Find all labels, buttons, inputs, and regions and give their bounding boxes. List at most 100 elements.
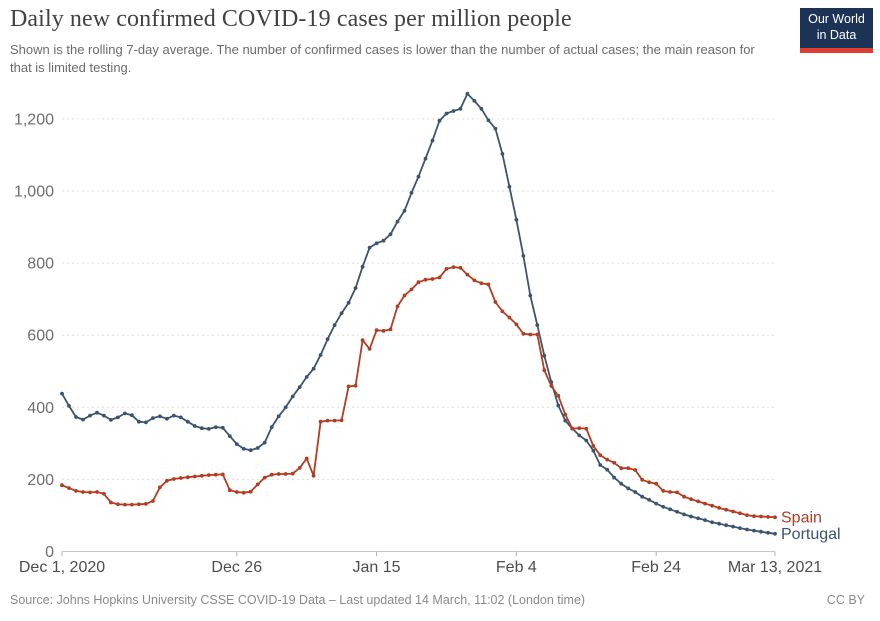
series-point-portugal-44[interactable] (367, 245, 372, 250)
series-point-portugal-78[interactable] (605, 467, 610, 472)
series-point-portugal-59[interactable] (472, 99, 477, 103)
series-point-spain-82[interactable] (633, 468, 638, 472)
series-point-spain-47[interactable] (388, 327, 393, 332)
series-point-portugal-46[interactable] (381, 238, 386, 243)
series-point-spain-63[interactable] (500, 309, 505, 314)
series-point-spain-99[interactable] (752, 514, 756, 519)
series-point-portugal-55[interactable] (444, 111, 449, 116)
series-point-portugal-36[interactable] (311, 366, 316, 371)
series-point-spain-7[interactable] (109, 500, 113, 505)
series-point-spain-42[interactable] (353, 383, 358, 388)
series-point-spain-3[interactable] (81, 490, 85, 494)
series-point-portugal-65[interactable] (514, 217, 519, 222)
series-point-portugal-18[interactable] (185, 419, 190, 424)
series-point-spain-35[interactable] (304, 456, 309, 461)
series-point-spain-31[interactable] (276, 472, 281, 476)
series-point-portugal-0[interactable] (60, 391, 64, 396)
license-cc-by[interactable]: CC BY (826, 593, 865, 607)
series-point-spain-88[interactable] (675, 490, 679, 495)
series-point-portugal-99[interactable] (752, 528, 756, 533)
series-point-portugal-68[interactable] (535, 323, 540, 327)
series-point-spain-74[interactable] (577, 426, 582, 431)
series-point-spain-25[interactable] (234, 490, 239, 494)
series-point-portugal-4[interactable] (88, 413, 92, 418)
series-point-spain-102[interactable] (773, 515, 777, 520)
series-point-portugal-90[interactable] (689, 514, 693, 519)
series-point-portugal-16[interactable] (171, 413, 176, 418)
series-point-portugal-76[interactable] (591, 448, 596, 453)
series-point-portugal-35[interactable] (304, 375, 309, 379)
series-point-spain-49[interactable] (402, 293, 407, 298)
series-point-spain-68[interactable] (535, 332, 540, 337)
series-point-spain-92[interactable] (703, 501, 707, 506)
series-point-portugal-75[interactable] (584, 438, 589, 443)
series-point-spain-30[interactable] (269, 472, 274, 477)
series-point-portugal-96[interactable] (731, 524, 735, 529)
series-point-spain-96[interactable] (731, 509, 735, 514)
series-end-label-spain[interactable]: Spain (781, 509, 822, 526)
series-point-portugal-61[interactable] (486, 118, 491, 123)
series-point-portugal-22[interactable] (213, 425, 218, 429)
series-point-portugal-27[interactable] (248, 448, 253, 453)
series-point-spain-80[interactable] (619, 466, 624, 471)
series-point-portugal-53[interactable] (430, 138, 435, 143)
series-point-portugal-13[interactable] (151, 416, 155, 420)
series-line-portugal[interactable] (61, 92, 776, 535)
series-point-portugal-82[interactable] (633, 490, 638, 494)
series-point-portugal-48[interactable] (395, 219, 400, 224)
series-point-spain-75[interactable] (584, 426, 589, 431)
series-point-portugal-3[interactable] (81, 417, 85, 422)
series-point-portugal-15[interactable] (165, 416, 169, 421)
series-point-portugal-97[interactable] (738, 526, 742, 530)
series-point-portugal-89[interactable] (682, 512, 686, 517)
series-point-portugal-9[interactable] (123, 411, 127, 416)
series-point-portugal-20[interactable] (199, 426, 204, 431)
series-point-portugal-80[interactable] (619, 481, 624, 486)
series-point-spain-33[interactable] (290, 471, 295, 476)
series-point-portugal-42[interactable] (353, 286, 358, 290)
series-point-portugal-63[interactable] (500, 152, 505, 156)
series-point-portugal-66[interactable] (521, 254, 526, 258)
series-point-portugal-58[interactable] (465, 91, 470, 96)
series-point-portugal-84[interactable] (647, 498, 652, 502)
series-point-spain-18[interactable] (185, 475, 190, 480)
series-point-spain-97[interactable] (738, 511, 742, 516)
series-point-portugal-93[interactable] (710, 520, 714, 525)
series-point-spain-8[interactable] (116, 502, 120, 507)
series-point-portugal-45[interactable] (374, 241, 379, 246)
series-point-portugal-14[interactable] (158, 414, 162, 419)
series-point-portugal-17[interactable] (178, 415, 183, 420)
series-point-spain-66[interactable] (521, 331, 526, 336)
series-point-spain-70[interactable] (549, 384, 554, 388)
series-point-portugal-37[interactable] (318, 353, 323, 357)
series-point-portugal-51[interactable] (416, 174, 421, 179)
series-point-spain-6[interactable] (102, 491, 106, 496)
series-point-portugal-100[interactable] (759, 529, 763, 534)
series-point-spain-67[interactable] (528, 332, 533, 337)
series-point-portugal-85[interactable] (654, 501, 659, 506)
series-point-spain-64[interactable] (507, 315, 512, 320)
series-point-spain-65[interactable] (514, 322, 519, 327)
series-point-portugal-49[interactable] (402, 208, 407, 213)
series-point-spain-52[interactable] (423, 277, 428, 282)
series-point-spain-91[interactable] (696, 499, 700, 504)
series-point-spain-39[interactable] (332, 418, 337, 423)
series-point-spain-62[interactable] (493, 300, 498, 304)
series-point-spain-53[interactable] (430, 277, 435, 281)
series-point-portugal-64[interactable] (507, 184, 512, 189)
series-point-portugal-21[interactable] (206, 427, 211, 431)
series-point-spain-54[interactable] (437, 275, 442, 280)
series-point-spain-15[interactable] (165, 478, 169, 483)
series-point-spain-57[interactable] (458, 265, 463, 270)
series-point-portugal-87[interactable] (668, 507, 672, 512)
series-point-spain-51[interactable] (416, 280, 421, 285)
series-point-spain-38[interactable] (325, 418, 330, 423)
series-point-spain-41[interactable] (346, 384, 351, 389)
series-point-spain-90[interactable] (689, 497, 693, 502)
series-point-portugal-24[interactable] (227, 434, 232, 438)
series-point-spain-36[interactable] (311, 473, 316, 478)
series-point-portugal-39[interactable] (332, 323, 337, 327)
series-point-spain-48[interactable] (395, 304, 400, 309)
series-point-spain-85[interactable] (654, 481, 659, 486)
series-point-spain-79[interactable] (612, 460, 617, 465)
